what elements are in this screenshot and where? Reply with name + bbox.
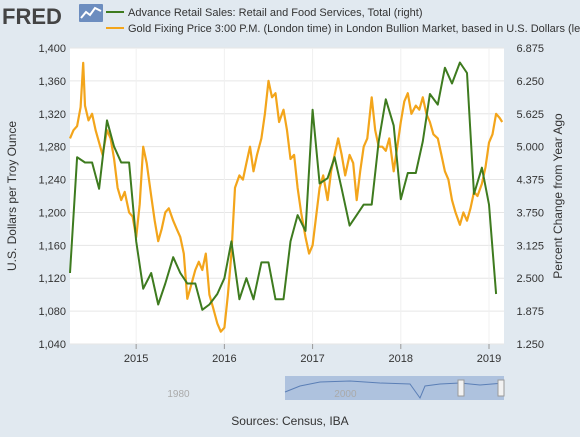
range-navigator[interactable]: 1980 2000 [70,376,505,400]
y-tick-left: 1,240 [38,175,66,187]
y-tick-left: 1,320 [38,109,66,121]
grid-lines [70,47,504,345]
series-layer [68,61,504,333]
legend: Advance Retail Sales: Retail and Food Se… [106,7,580,35]
y-tick-right: 2.500 [516,273,544,285]
x-axis-ticks: 2015 2016 2017 2018 2019 [124,344,501,365]
y-tick-left: 1,400 [38,43,66,55]
y-tick-left: 1,040 [38,339,66,351]
legend-label-retail: Advance Retail Sales: Retail and Food Se… [128,7,423,19]
y-tick-right: 6.250 [516,76,544,88]
x-tick-label: 2017 [300,353,324,365]
navigator-year-labels: 1980 2000 [167,389,357,400]
y-axis-right-ticks: 1.250 1.875 2.500 3.125 3.750 4.375 5.000 5.625… [516,43,544,351]
source-text: Sources: Census, IBA [231,414,348,428]
y-tick-left: 1,200 [38,207,66,219]
y-tick-left: 1,160 [38,240,66,252]
y-axis-right-title: Percent Change from Year Ago [551,113,565,279]
y-tick-left: 1,080 [38,306,66,318]
series-line-retail-sales [69,61,498,311]
navigator-handle-left[interactable] [457,379,465,397]
y-tick-left: 1,120 [38,273,66,285]
y-tick-right: 4.375 [516,175,544,187]
y-tick-right: 1.250 [516,339,544,351]
series-line-gold-price [68,61,504,333]
logo-chart-icon [79,4,103,22]
y-tick-left: 1,280 [38,142,66,154]
navigator-year-label: 1980 [167,389,190,400]
y-tick-right: 3.125 [516,240,544,252]
navigator-year-label: 2000 [334,389,357,400]
plot-area [70,48,504,344]
y-axis-left-ticks: 1,040 1,080 1,120 1,160 1,200 1,240 1,280 1,320… [38,43,66,351]
x-tick-label: 2018 [389,353,413,365]
navigator-selection[interactable] [285,376,504,400]
y-tick-right: 5.625 [516,109,544,121]
y-tick-right: 1.875 [516,306,544,318]
fred-logo[interactable]: FRED [2,4,103,29]
navigator-handle-right[interactable] [497,379,505,397]
x-tick-label: 2016 [212,353,236,365]
x-tick-label: 2019 [477,353,501,365]
y-tick-right: 6.875 [516,43,544,55]
y-tick-right: 5.000 [516,142,544,154]
x-tick-label: 2015 [124,353,148,365]
fred-logo-text: FRED [2,4,62,29]
legend-label-gold: Gold Fixing Price 3:00 P.M. (London time… [128,23,580,35]
y-axis-left-title: U.S. Dollars per Troy Ounce [5,121,19,271]
y-tick-right: 3.750 [516,207,544,219]
y-tick-left: 1,360 [38,76,66,88]
